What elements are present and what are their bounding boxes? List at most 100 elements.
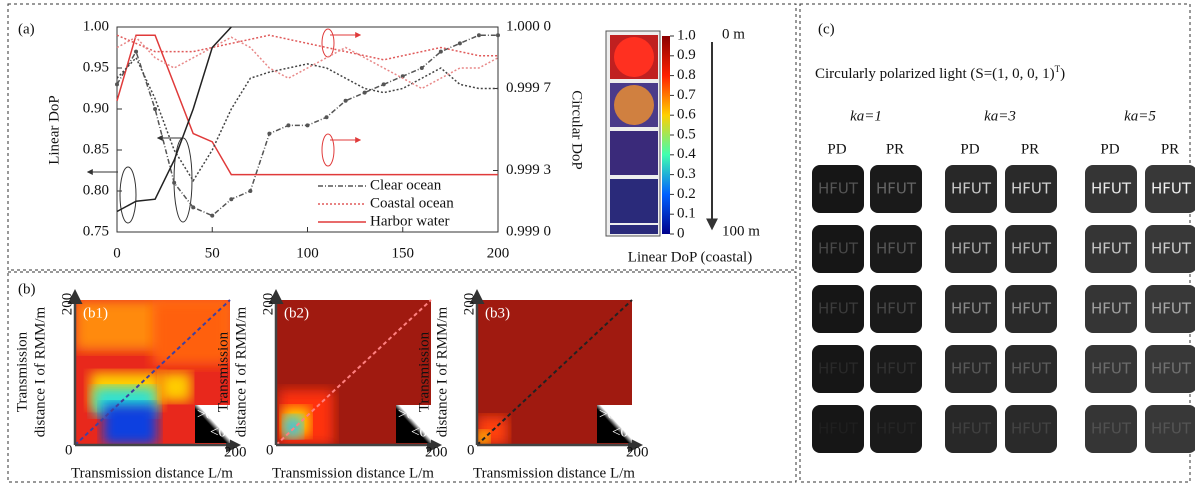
series-marker [305,123,310,128]
colorbar-tick-label: 0.6 [677,107,696,123]
image-cell [812,285,864,333]
series-marker [419,66,424,70]
colorbar-tick-label: 0.9 [677,47,696,63]
image-text: HFUT [818,240,859,258]
series-marker [191,205,196,210]
image-cell [1145,285,1195,333]
x-axis-label: Transmission distance L/m [71,465,233,481]
axis-max: 200 [626,444,649,460]
x-tick-label: 50 [205,245,220,261]
y-axis-label: distance I of RMM/m [233,306,249,437]
heat-region [477,430,490,445]
y-axis-label: distance I of RMM/m [434,306,450,437]
image-cell [870,225,922,273]
heatmap: >0 <0 (b1) 200 0 200 Transmission distance L/m… [14,289,247,481]
depth-bottom: 100 m [722,223,760,239]
image-cell [1145,405,1195,453]
image-cell [945,345,997,393]
y-axis-label: Transmission [215,331,231,412]
diagonal [476,299,633,446]
colorbar-tick-label: 1.0 [677,27,696,43]
image-text: HFUT [1011,360,1052,378]
colorbar-tick-label: 0.5 [677,126,696,142]
y-axis-label: Transmission [14,331,30,412]
axis-max: 200 [59,293,75,316]
series-line [116,34,498,176]
y-axis-label: Transmission [416,331,432,412]
image-text: HFUT [951,360,992,378]
y2-tick-label: 0.999 0 [506,223,551,239]
colorbar-tick-label: 0.4 [677,146,696,162]
image-cell [1145,225,1195,273]
image-text: HFUT [1011,420,1052,438]
x-axis-label: Transmission distance L/m [473,465,635,481]
series-marker [476,33,481,38]
image-text: HFUT [876,420,917,438]
legend-label: Harbor water [370,213,450,229]
image-cell [1005,285,1057,333]
image-cell [1005,405,1057,453]
axis-max: 200 [260,293,276,316]
image-cell [812,225,864,273]
colorbar-tick-label: 0.1 [677,206,696,222]
image-text: HFUT [1091,360,1132,378]
colorbar-label: Linear DoP (coastal) [628,249,752,265]
image-text: HFUT [951,180,992,198]
image-text: HFUT [951,420,992,438]
panel-label: (c) [818,21,835,37]
image-cell [945,405,997,453]
colorbar-tick-label: 0.7 [677,87,696,103]
subplot-label: (b3) [485,305,510,321]
x-tick-label: 200 [487,245,510,261]
series-line [116,26,232,213]
colorbar-tick-label: 0.2 [677,186,696,202]
y2-axis-label: Circular DoP [569,90,585,170]
colorbar-tick-label: 0 [677,225,685,241]
heatmap: >0 <0 (b3) 200 0 200 Transmission distance L/m… [416,289,649,481]
image-cell [812,165,864,213]
image-cell [870,285,922,333]
image-text: HFUT [876,180,917,198]
image-cell [1005,225,1057,273]
group-label: ka=5 [1124,108,1156,124]
image-text: HFUT [951,240,992,258]
column-label: PR [1161,141,1179,157]
image-text: HFUT [951,300,992,318]
series-marker [115,82,119,87]
image-text: HFUT [818,420,859,438]
series-marker [153,107,158,111]
image-text: HFUT [876,360,917,378]
y-tick-label: 0.75 [83,223,109,239]
y-axis-label: distance I of RMM/m [32,306,48,437]
x-tick-label: 100 [296,245,319,261]
image-cell [945,225,997,273]
sign-inset [396,405,431,443]
sign-positive: >0 [398,406,414,422]
axis-max: 200 [224,444,247,460]
origin: 0 [467,442,475,458]
image-text: HFUT [818,300,859,318]
legend-label: Coastal ocean [370,195,454,211]
sign-negative: <0 [612,424,628,440]
heatmap: >0 <0 (b2) 200 0 200 Transmission distance L/m… [215,289,448,481]
image-text: HFUT [876,240,917,258]
sign-negative: <0 [411,424,427,440]
y-tick-label: 0.90 [83,100,109,116]
x-tick-label: 0 [113,245,121,261]
y-tick-label: 0.85 [83,141,109,157]
image-text: HFUT [1151,360,1192,378]
x-axis-label: Transmission distance L/m [272,465,434,481]
column-label: PD [960,141,979,157]
series-marker [438,49,443,54]
image-text: HFUT [818,180,859,198]
y2-tick-label: 0.999 3 [506,162,551,178]
image-text: HFUT [1151,240,1192,258]
series-marker [134,49,139,54]
y2-tick-label: 1.000 0 [506,18,551,34]
series-marker [286,123,291,128]
image-cell [870,345,922,393]
image-text: HFUT [1011,240,1052,258]
axis-max: 200 [425,444,448,460]
series-marker [324,115,329,120]
